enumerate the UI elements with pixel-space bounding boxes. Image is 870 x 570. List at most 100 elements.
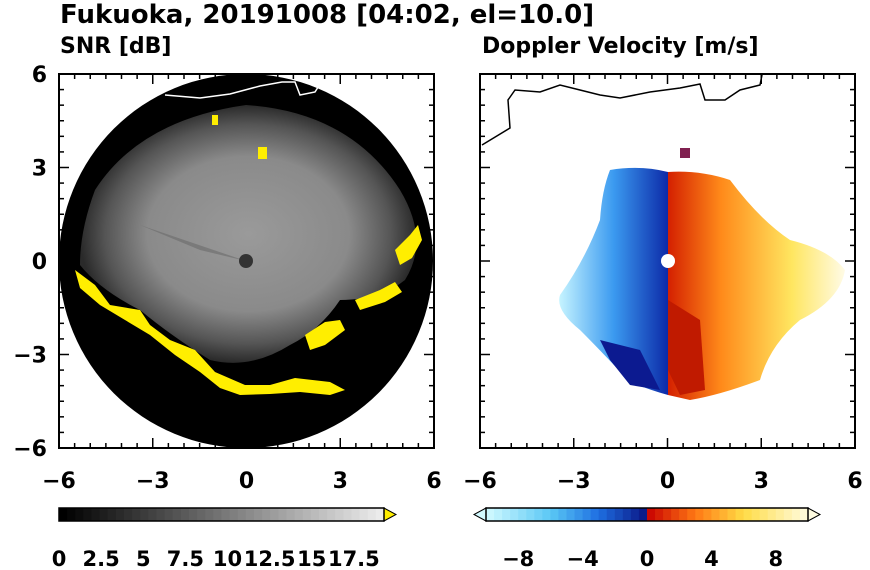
snr-colorbar-swatch: [67, 508, 76, 521]
velocity-colorbar-swatch: [526, 508, 535, 521]
snr-colorbar-extend: [383, 507, 398, 522]
velocity-colorbar-swatch: [590, 508, 600, 521]
velocity-colorbar-swatch: [510, 508, 519, 521]
velocity-colorbar-extend-min: [472, 507, 487, 522]
snr-colorbar-frame: [58, 507, 385, 522]
snr-colorbar-swatch: [107, 508, 117, 521]
snr-colorbar-label: 17.5: [328, 547, 380, 570]
velocity-colorbar-swatch: [614, 508, 624, 521]
velocity-x-tick-label: −3: [557, 469, 591, 494]
snr-x-tick-label: −6: [42, 469, 76, 494]
velocity-colorbar-swatch: [687, 508, 696, 521]
velocity-image: [481, 74, 845, 400]
snr-colorbar-swatch: [99, 508, 109, 521]
velocity-colorbar-swatch: [606, 508, 616, 521]
velocity-colorbar-swatch: [759, 508, 769, 521]
snr-colorbar-swatch: [156, 508, 166, 521]
velocity-colorbar-swatch: [751, 508, 761, 521]
velocity-colorbar-swatch: [494, 508, 503, 521]
snr-colorbar-swatch: [189, 508, 198, 521]
velocity-colorbar-swatch: [638, 508, 648, 521]
velocity-panel: −6 −3 0 3 6: [463, 73, 863, 494]
velocity-colorbar-label: 8: [768, 547, 783, 570]
velocity-colorbar-swatch: [622, 508, 632, 521]
velocity-colorbar-swatch: [799, 508, 809, 521]
velocity-colorbar-swatch: [598, 508, 608, 521]
snr-colorbar-swatch: [270, 508, 279, 521]
snr-colorbar-label: 0: [52, 547, 67, 570]
velocity-colorbar-swatch: [574, 508, 584, 521]
velocity-colorbar-swatch: [791, 508, 801, 521]
velocity-colorbar-swatch: [647, 508, 656, 521]
velocity-strong-approaching: [600, 340, 660, 390]
velocity-coastline: [481, 74, 763, 146]
snr-colorbar-swatch: [115, 508, 125, 521]
snr-colorbar-label: 12.5: [244, 547, 296, 570]
snr-colorbar-swatch: [148, 508, 157, 521]
velocity-colorbar-swatch: [502, 508, 511, 521]
snr-colorbar-swatch: [164, 508, 174, 521]
velocity-radar-center: [661, 254, 675, 268]
velocity-receding-region: [668, 171, 845, 400]
snr-colorbar-swatch: [132, 508, 141, 521]
velocity-colorbar-swatch: [735, 508, 745, 521]
velocity-colorbar-swatch: [775, 508, 785, 521]
snr-colorbar-swatch: [294, 508, 304, 521]
snr-x-tick-label: 6: [426, 469, 441, 494]
snr-colorbar-swatch: [197, 508, 206, 521]
velocity-colorbar-label: 0: [640, 547, 655, 570]
velocity-colorbar-swatch: [542, 508, 551, 521]
velocity-colorbar-swatch: [679, 508, 688, 521]
velocity-colorbar-swatch: [703, 508, 712, 521]
snr-colorbar-swatch: [351, 508, 361, 521]
snr-colorbar-swatch: [310, 508, 320, 521]
snr-colorbar-swatch: [254, 508, 263, 521]
velocity-colorbar-label: −8: [502, 547, 534, 570]
velocity-colorbar-swatch: [727, 508, 737, 521]
velocity-colorbar-swatch: [534, 508, 543, 521]
velocity-echo-patch: [680, 148, 690, 158]
velocity-colorbar-swatch: [743, 508, 753, 521]
velocity-colorbar-swatch: [630, 508, 640, 521]
snr-colorbar-swatch: [59, 508, 68, 521]
snr-colorbar-swatch: [245, 508, 255, 521]
snr-colorbar-swatch: [172, 508, 182, 521]
snr-colorbar-label: 10: [213, 547, 242, 570]
velocity-x-tick-label: −6: [463, 469, 497, 494]
snr-colorbar-swatch: [262, 508, 271, 521]
snr-image: [59, 74, 433, 448]
snr-y-tick-label: 3: [32, 157, 47, 182]
velocity-colorbar-swatch: [719, 508, 728, 521]
velocity-colorbar-label: 4: [704, 547, 719, 570]
snr-colorbar-swatch: [140, 508, 149, 521]
snr-y-tick-label: −6: [13, 437, 47, 462]
velocity-colorbar-label: −4: [566, 547, 598, 570]
snr-colorbar-label: 15: [297, 547, 326, 570]
snr-y-tick-label: 6: [32, 63, 47, 88]
snr-colorbar-swatch: [91, 508, 101, 521]
velocity-colorbar-swatch: [486, 508, 495, 521]
velocity-panel-title: Doppler Velocity [m/s]: [482, 34, 759, 59]
snr-colorbar-swatch: [319, 508, 328, 521]
snr-colorbar-swatch: [359, 508, 369, 521]
snr-colorbar-swatch: [124, 508, 133, 521]
snr-panel: −6 −3 0 3 6 6 3 0 −3 −6: [13, 63, 441, 494]
snr-strong-echo: [75, 115, 422, 395]
snr-colorbar-label: 5: [136, 547, 151, 570]
velocity-colorbar-swatch: [558, 508, 567, 521]
snr-radar-center: [239, 254, 253, 268]
snr-x-tick-label: 3: [333, 469, 348, 494]
snr-colorbar-swatch: [327, 508, 336, 521]
snr-colorbar-swatch: [343, 508, 352, 521]
snr-colorbar-swatch: [237, 508, 247, 521]
snr-colorbar-swatch: [83, 508, 92, 521]
velocity-x-tick-label: 0: [660, 469, 675, 494]
snr-y-tick-label: 0: [32, 250, 47, 275]
snr-colorbar-swatch: [302, 508, 312, 521]
snr-colorbar-swatch: [278, 508, 287, 521]
snr-x-tick-label: −3: [136, 469, 170, 494]
figure-title: Fukuoka, 20191008 [04:02, el=10.0]: [60, 0, 595, 30]
velocity-colorbar-swatch: [767, 508, 777, 521]
velocity-x-tick-label: 6: [847, 469, 862, 494]
